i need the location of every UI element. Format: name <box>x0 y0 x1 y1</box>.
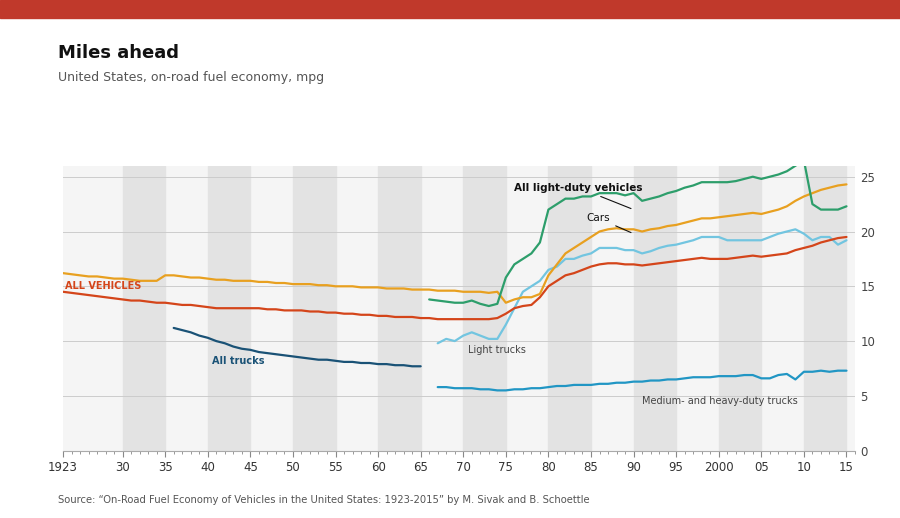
Bar <box>122 166 166 451</box>
Text: Miles ahead: Miles ahead <box>58 44 179 62</box>
Text: Medium- and heavy-duty trucks: Medium- and heavy-duty trucks <box>642 396 797 406</box>
Bar <box>804 166 847 451</box>
Bar <box>719 166 761 451</box>
Bar <box>378 166 420 451</box>
Text: Source: “On-Road Fuel Economy of Vehicles in the United States: 1923-2015” by M.: Source: “On-Road Fuel Economy of Vehicle… <box>58 495 590 505</box>
Text: All light-duty vehicles: All light-duty vehicles <box>515 183 643 209</box>
Bar <box>548 166 591 451</box>
Bar <box>634 166 676 451</box>
Bar <box>292 166 336 451</box>
Text: ALL VEHICLES: ALL VEHICLES <box>65 281 141 291</box>
Text: United States, on-road fuel economy, mpg: United States, on-road fuel economy, mpg <box>58 71 325 84</box>
Text: All trucks: All trucks <box>212 356 265 366</box>
Text: Cars: Cars <box>587 213 631 233</box>
Bar <box>464 166 506 451</box>
Bar <box>208 166 250 451</box>
Text: Light trucks: Light trucks <box>467 345 526 355</box>
